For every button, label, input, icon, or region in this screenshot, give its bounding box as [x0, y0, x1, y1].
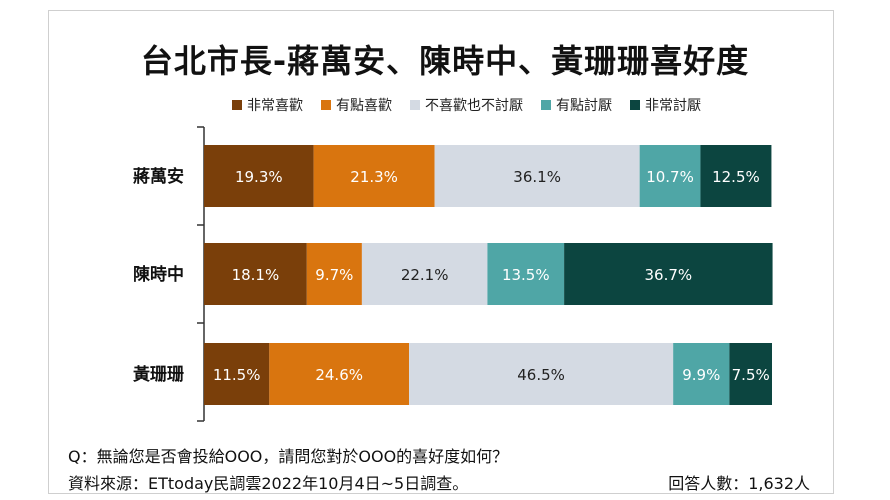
legend-item-somewhat-like: 有點喜歡: [321, 95, 392, 115]
bar-segment: [729, 343, 772, 405]
bar-segment: [269, 343, 410, 405]
bar-segment: [361, 243, 488, 305]
data-label: 22.1%: [401, 266, 449, 284]
bar-segment: [204, 343, 270, 405]
data-label: 18.1%: [232, 266, 280, 284]
data-label: 46.5%: [517, 366, 565, 384]
data-label: 36.1%: [513, 168, 561, 186]
bar-segment: [306, 243, 362, 305]
category-label: 黃珊珊: [132, 365, 184, 385]
legend-swatch-somewhat-dislike: [541, 100, 551, 110]
bar-segment: [564, 243, 773, 305]
legend-label-neutral: 不喜歡也不討厭: [425, 98, 523, 114]
data-label: 21.3%: [350, 168, 398, 186]
bar-segment: [487, 243, 565, 305]
category-label: 陳時中: [133, 264, 184, 285]
legend-swatch-neutral: [410, 100, 420, 110]
legend-label-very-like: 非常喜歡: [247, 98, 303, 114]
legend-swatch-very-like: [232, 100, 242, 110]
bar-segment: [313, 145, 435, 207]
data-label: 11.5%: [213, 366, 261, 384]
chart-title: 台北市長-蔣萬安、陳時中、黃珊珊喜好度: [140, 42, 750, 80]
data-label: 36.7%: [645, 266, 693, 284]
legend-item-neutral: 不喜歡也不討厭: [410, 95, 523, 115]
legend: 非常喜歡 有點喜歡 不喜歡也不討厭 有點討厭 非常討厭: [232, 95, 719, 115]
data-source: 資料來源：ETtoday民調雲2022年10月4日~5日調查。: [68, 474, 469, 493]
bar-segment: [204, 243, 307, 305]
bar-segment: [204, 145, 314, 207]
legend-item-somewhat-dislike: 有點討厭: [541, 95, 612, 115]
respondent-count: 回答人數：1,632人: [668, 474, 810, 493]
legend-item-very-like: 非常喜歡: [232, 95, 303, 115]
survey-question: Q：無論您是否會投給OOO，請問您對於OOO的喜好度如何？: [68, 447, 509, 466]
legend-item-very-dislike: 非常討厭: [630, 95, 701, 115]
data-label: 9.9%: [682, 366, 720, 384]
data-label: 9.7%: [315, 266, 353, 284]
bar-segment: [409, 343, 674, 405]
legend-label-somewhat-dislike: 有點討厭: [556, 98, 612, 114]
data-label: 19.3%: [235, 168, 283, 186]
data-label: 24.6%: [315, 366, 363, 384]
legend-swatch-very-dislike: [630, 100, 640, 110]
category-label: 蔣萬安: [133, 166, 184, 187]
data-label: 10.7%: [646, 168, 694, 186]
bar-segment: [639, 145, 701, 207]
data-label: 7.5%: [732, 366, 770, 384]
legend-label-very-dislike: 非常討厭: [645, 98, 701, 114]
legend-swatch-somewhat-like: [321, 100, 331, 110]
data-label: 12.5%: [712, 168, 760, 186]
data-label: 13.5%: [502, 266, 550, 284]
bar-segment: [700, 145, 772, 207]
bar-segment: [434, 145, 640, 207]
bar-segment: [673, 343, 730, 405]
legend-label-somewhat-like: 有點喜歡: [336, 98, 392, 114]
